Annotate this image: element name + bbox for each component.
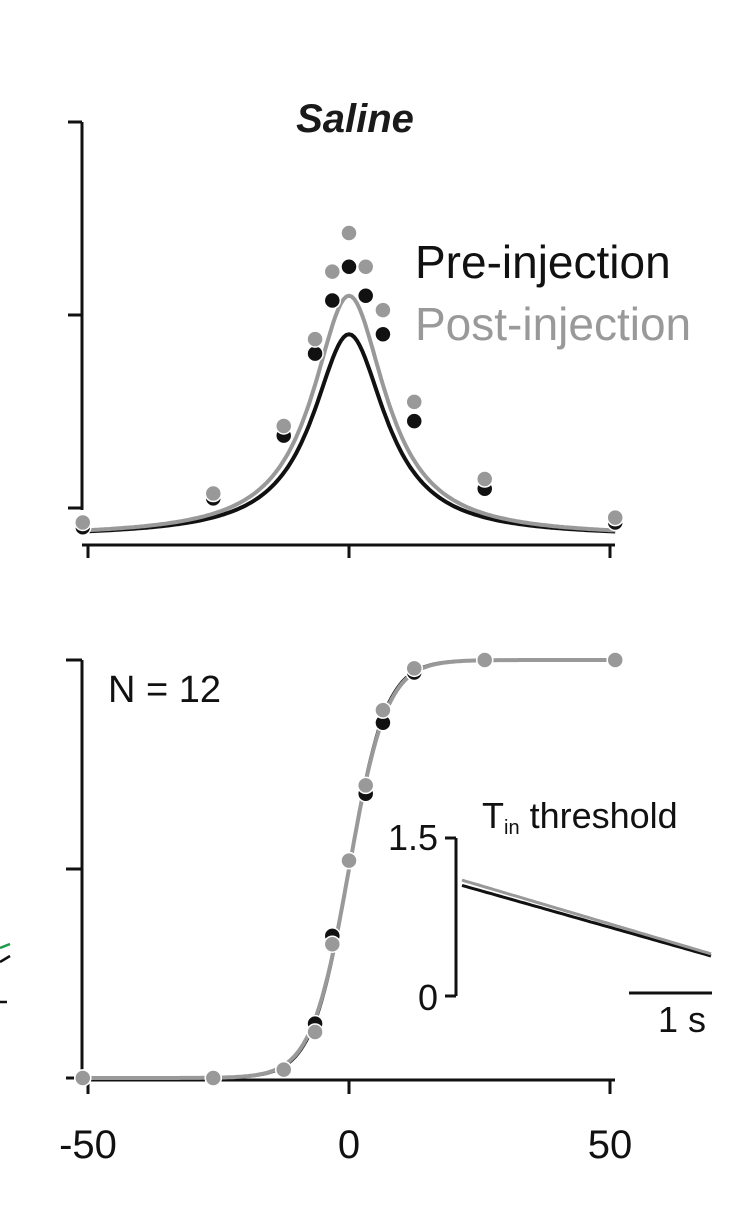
top-post-point-0 (74, 513, 92, 532)
top-panel: Saline Pre-injection Post-injection (68, 97, 691, 558)
x-tick-label-50: 50 (588, 1123, 633, 1167)
bottom-post-point-3 (306, 1023, 324, 1041)
top-pre-point-3 (306, 344, 324, 363)
top-post-point-6 (356, 258, 375, 276)
top-post-point-9 (475, 470, 494, 488)
inset-title: Tin threshold (482, 795, 678, 839)
top-pre-point-8 (405, 412, 423, 430)
inset-title-rest: threshold (520, 795, 678, 836)
top-post-point-3 (306, 330, 324, 348)
top-post-point-2 (275, 417, 293, 435)
bottom-post-point-4 (323, 935, 342, 953)
inset-trace-post-injection (461, 878, 712, 956)
top-post-point-1 (204, 484, 223, 503)
top-post-point-5 (340, 224, 358, 242)
legend-post-injection: Post-injection (415, 298, 691, 350)
inset-panel: Tin threshold 1.5 0 1 s (388, 795, 712, 1040)
inset-title-main: T (482, 795, 504, 836)
top-post-point-4 (323, 262, 342, 281)
n-count-label: N = 12 (108, 669, 221, 711)
edge-stub-green (0, 942, 11, 950)
top-pre-point-6 (356, 286, 375, 305)
top-points-post-injection (74, 224, 624, 532)
inset-trace-pre-injection (461, 883, 712, 958)
bottom-points-post-injection (74, 651, 624, 1087)
inset-y-label-top: 1.5 (388, 817, 438, 858)
bottom-panel: -50 0 50 N = 12 Tin threshold 1.5 0 1 s (0, 651, 712, 1167)
bottom-post-point-2 (275, 1060, 293, 1079)
top-post-point-10 (606, 508, 624, 527)
top-fit-line-pre-injection (82, 332, 616, 534)
inset-title-sub: in (504, 817, 520, 839)
edge-stub-black (0, 954, 11, 964)
top-post-point-7 (374, 301, 392, 319)
legend-pre-injection: Pre-injection (415, 236, 671, 288)
bottom-post-point-5 (340, 851, 358, 870)
top-pre-point-4 (323, 291, 342, 310)
inset-y-label-bottom: 0 (418, 977, 438, 1018)
bottom-post-point-6 (356, 776, 375, 795)
top-pre-point-7 (374, 325, 392, 344)
top-post-point-8 (405, 393, 423, 411)
x-tick-label-0: 0 (338, 1123, 360, 1167)
bottom-post-point-1 (204, 1069, 223, 1087)
x-tick-label-neg50: -50 (59, 1123, 117, 1167)
top-fit-line-post-injection (82, 293, 616, 533)
top-pre-point-5 (340, 258, 358, 276)
bottom-post-point-8 (405, 659, 423, 678)
bottom-post-point-7 (374, 701, 392, 719)
bottom-post-point-10 (606, 651, 624, 669)
top-panel-title: Saline (296, 97, 414, 141)
bottom-post-point-0 (74, 1069, 92, 1087)
bottom-post-point-9 (475, 651, 494, 669)
inset-scale-bar-label: 1 s (658, 999, 706, 1040)
